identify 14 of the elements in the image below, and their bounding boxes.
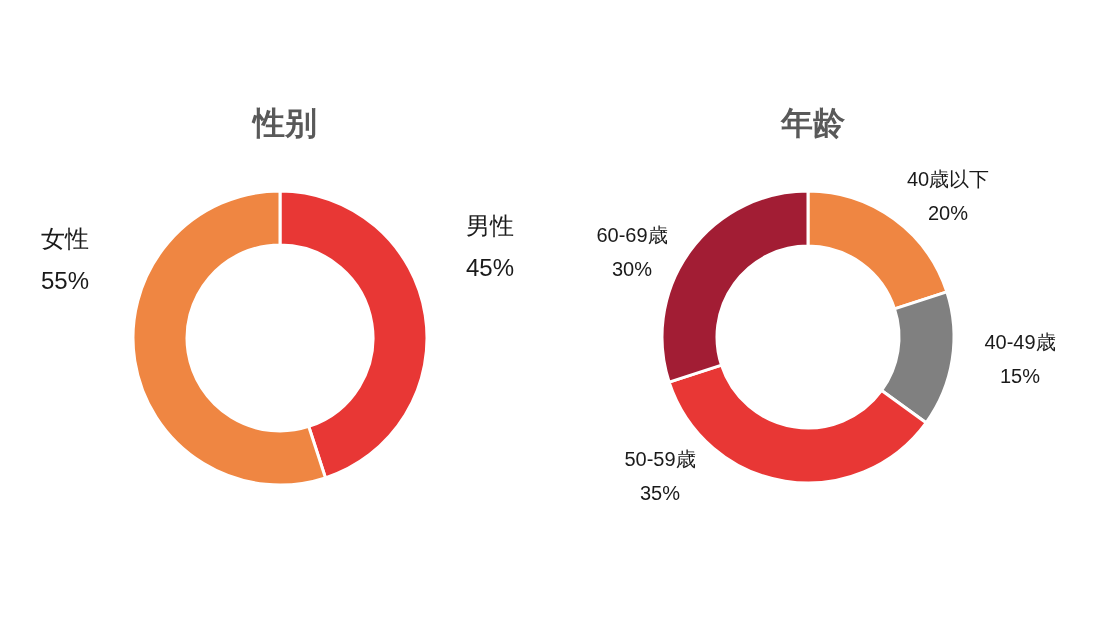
slice-label: 40-49歳 (984, 331, 1056, 353)
slice-label: 50-59歳 (624, 448, 696, 470)
data-label: 30% (611, 258, 653, 280)
chart-title: 年龄 (780, 105, 846, 141)
data-label: 55% (40, 266, 90, 294)
data-label: 20% (927, 202, 969, 224)
slice-label: 男性 (466, 211, 514, 239)
data-label: 45% (465, 253, 515, 281)
data-label: 15% (999, 365, 1041, 387)
slice-label: 60-69歳 (596, 224, 668, 246)
slice-label: 40歳以下 (906, 168, 990, 190)
data-label: 35% (639, 482, 681, 504)
chart-title: 性别 (251, 105, 317, 141)
slice-label: 女性 (41, 224, 89, 252)
